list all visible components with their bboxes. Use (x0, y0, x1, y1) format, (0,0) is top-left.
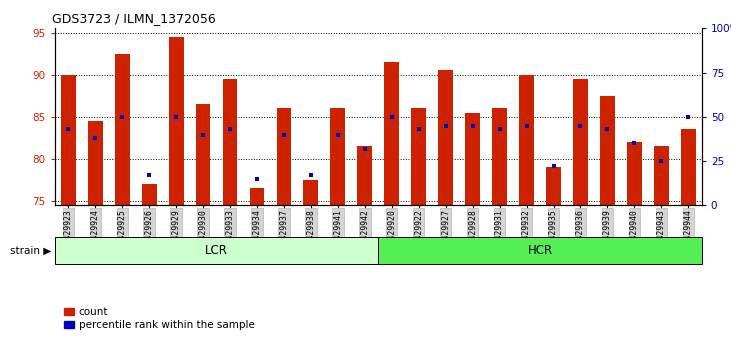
Bar (492, 108, 507, 205)
Bar (276, 108, 292, 205)
Text: HCR: HCR (528, 244, 553, 257)
Bar (330, 108, 345, 205)
Bar (196, 104, 211, 205)
Bar (115, 53, 129, 205)
Bar (654, 146, 669, 205)
Bar (519, 75, 534, 205)
Bar (88, 121, 102, 205)
Bar (169, 37, 183, 205)
Text: LCR: LCR (205, 244, 228, 257)
Bar (412, 108, 426, 205)
Bar (627, 142, 642, 205)
Bar (223, 79, 238, 205)
Bar (142, 184, 156, 205)
Text: strain ▶: strain ▶ (10, 245, 51, 256)
Bar (573, 79, 588, 205)
Bar (681, 130, 696, 205)
Bar (465, 113, 480, 205)
Bar (546, 167, 561, 205)
Bar (439, 70, 453, 205)
Bar (55, 237, 379, 264)
Bar (600, 96, 615, 205)
Bar (385, 62, 399, 205)
Bar (61, 75, 76, 205)
Bar (249, 188, 265, 205)
Text: GDS3723 / ILMN_1372056: GDS3723 / ILMN_1372056 (52, 12, 216, 25)
Bar (303, 180, 318, 205)
Bar (357, 146, 372, 205)
Bar (379, 237, 702, 264)
Legend: count, percentile rank within the sample: count, percentile rank within the sample (60, 303, 259, 335)
